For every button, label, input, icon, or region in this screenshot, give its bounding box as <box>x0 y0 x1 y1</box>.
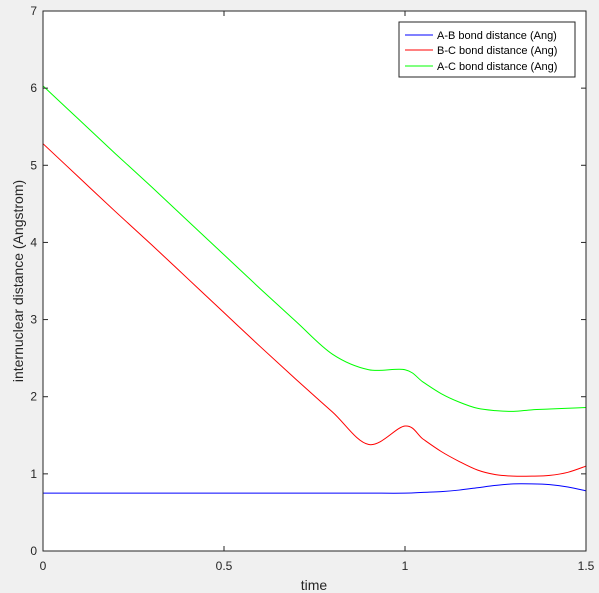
y-tick-label: 4 <box>30 235 37 249</box>
y-tick-label: 6 <box>30 81 37 95</box>
y-tick-label: 0 <box>30 544 37 558</box>
x-tick-label: 1 <box>402 559 409 573</box>
x-axis-label: time <box>301 577 328 593</box>
series-layer <box>42 85 587 494</box>
tick-layer: 0 0.5 1 1.5 0 1 2 3 4 5 6 7 <box>30 4 594 573</box>
legend: A-B bond distance (Ang) B-C bond distanc… <box>398 21 576 78</box>
x-tick-label: 0.5 <box>216 559 233 573</box>
y-tick-label: 7 <box>30 4 37 18</box>
series-line-b-c <box>42 143 587 477</box>
axes-area <box>43 11 586 551</box>
legend-label-b-c: B-C bond distance (Ang) <box>437 45 557 57</box>
legend-label-a-b: A-B bond distance (Ang) <box>437 30 557 42</box>
y-tick-label: 5 <box>30 158 37 172</box>
y-tick-label: 3 <box>30 313 37 327</box>
y-axis-label: internuclear distance (Angstrom) <box>10 180 26 382</box>
y-tick-label: 2 <box>30 390 37 404</box>
legend-label-a-c: A-C bond distance (Ang) <box>437 61 557 73</box>
series-line-a-b <box>43 483 587 494</box>
axes-box <box>42 10 587 552</box>
x-tick-label: 0 <box>40 559 47 573</box>
y-tick-label: 1 <box>30 467 37 481</box>
x-tick-label: 1.5 <box>578 559 595 573</box>
series-line-a-c <box>42 85 587 412</box>
